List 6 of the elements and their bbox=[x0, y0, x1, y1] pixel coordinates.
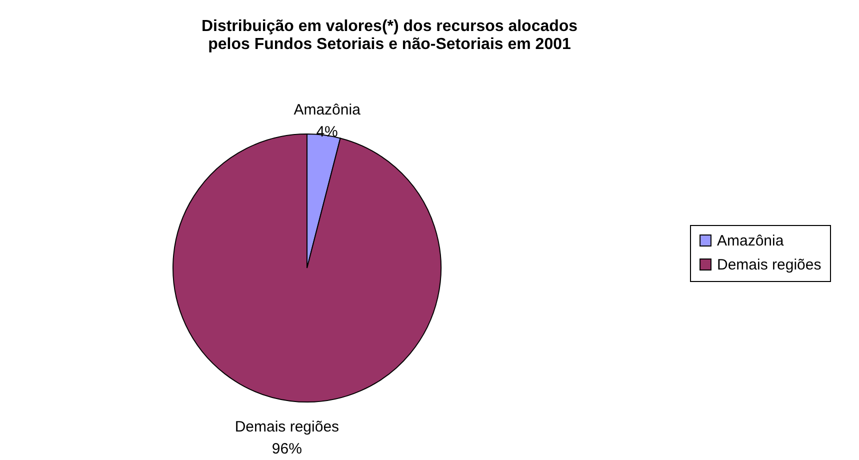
legend-label: Amazônia bbox=[717, 232, 784, 250]
slice-label: Amazônia bbox=[294, 101, 362, 118]
legend-label: Demais regiões bbox=[717, 256, 822, 274]
chart-title: Distribuição em valores(*) dos recursos alocados pelos Fundos Setoriais e não-Setoriais em 2001 bbox=[201, 18, 578, 53]
data-label: 96% bbox=[272, 440, 302, 458]
slice-label: Demais regiões bbox=[234, 418, 340, 436]
